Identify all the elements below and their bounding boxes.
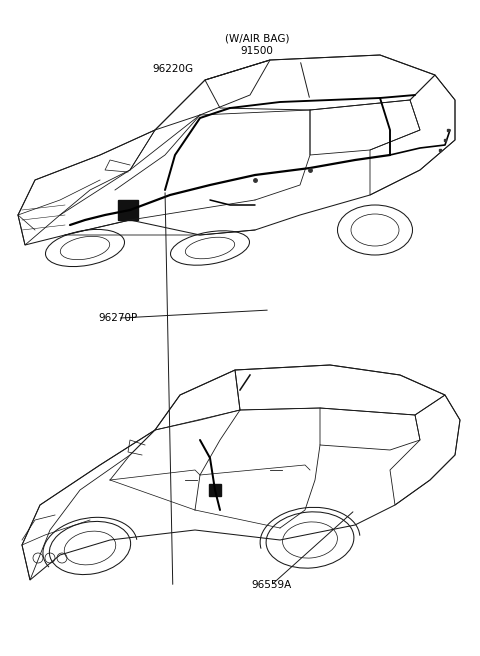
- Text: 91500: 91500: [240, 46, 273, 56]
- Text: 96220G: 96220G: [152, 64, 193, 74]
- Text: 96559A: 96559A: [251, 580, 291, 590]
- Text: (W/AIR BAG): (W/AIR BAG): [225, 33, 289, 43]
- FancyBboxPatch shape: [209, 484, 221, 496]
- FancyBboxPatch shape: [118, 200, 138, 220]
- Text: 96270P: 96270P: [98, 313, 137, 323]
